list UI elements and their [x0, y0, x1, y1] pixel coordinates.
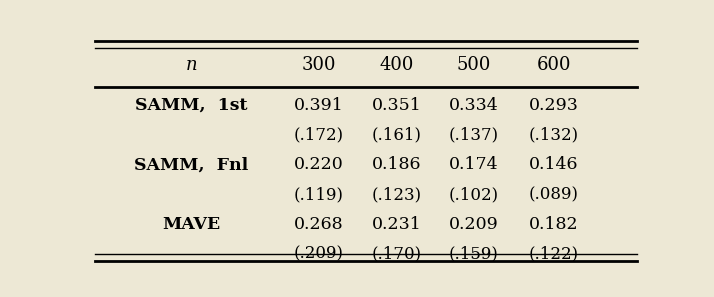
Text: 0.182: 0.182 — [529, 216, 579, 233]
Text: (.161): (.161) — [371, 127, 421, 144]
Text: (.159): (.159) — [449, 246, 499, 263]
Text: (.172): (.172) — [294, 127, 344, 144]
Text: 0.231: 0.231 — [371, 216, 421, 233]
Text: 0.174: 0.174 — [449, 156, 498, 173]
Text: (.209): (.209) — [294, 246, 344, 263]
Text: (.170): (.170) — [371, 246, 421, 263]
Text: 0.334: 0.334 — [449, 97, 498, 114]
Text: (.089): (.089) — [529, 186, 579, 203]
Text: 0.220: 0.220 — [294, 156, 343, 173]
Text: (.123): (.123) — [371, 186, 421, 203]
Text: SAMM,  Fnl: SAMM, Fnl — [134, 156, 248, 173]
Text: (.119): (.119) — [294, 186, 344, 203]
Text: 0.268: 0.268 — [294, 216, 343, 233]
Text: (.132): (.132) — [529, 127, 579, 144]
Text: SAMM,  1st: SAMM, 1st — [136, 97, 248, 114]
Text: 0.209: 0.209 — [449, 216, 498, 233]
Text: (.102): (.102) — [449, 186, 499, 203]
Text: 0.146: 0.146 — [529, 156, 579, 173]
Text: 400: 400 — [379, 56, 413, 74]
Text: 500: 500 — [457, 56, 491, 74]
Text: 0.351: 0.351 — [371, 97, 421, 114]
Text: 300: 300 — [301, 56, 336, 74]
Text: 0.186: 0.186 — [371, 156, 421, 173]
Text: 600: 600 — [537, 56, 571, 74]
Text: 0.293: 0.293 — [529, 97, 579, 114]
Text: MAVE: MAVE — [163, 216, 221, 233]
Text: (.137): (.137) — [449, 127, 499, 144]
Text: (.122): (.122) — [529, 246, 579, 263]
Text: $n$: $n$ — [186, 56, 198, 74]
Text: 0.391: 0.391 — [294, 97, 343, 114]
